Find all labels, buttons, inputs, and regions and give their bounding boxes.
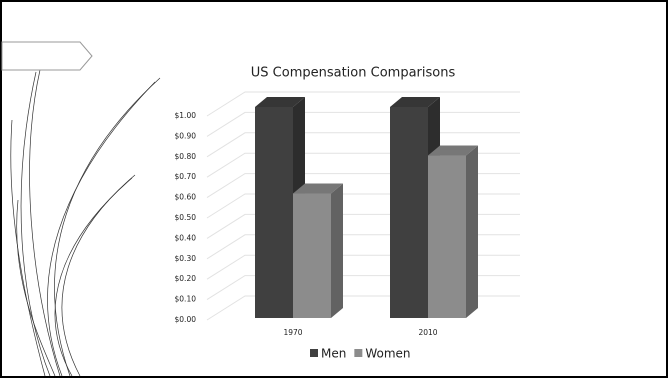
y-tick-label: $0.70 (175, 172, 197, 181)
y-tick-label: $0.60 (175, 193, 197, 202)
y-tick-label: $0.90 (175, 131, 197, 140)
grid-line (206, 91, 520, 117)
y-tick-label: $0.80 (175, 152, 197, 161)
bar (293, 193, 331, 318)
legend-label: Men (321, 347, 346, 361)
title-arrow (1, 41, 93, 71)
y-tick-label: $0.30 (175, 254, 197, 263)
bar-side (466, 145, 478, 318)
x-tick-label: 1970 (283, 328, 302, 337)
y-tick-label: $0.40 (175, 233, 197, 242)
bar-top (293, 183, 343, 194)
y-tick-label: $1.00 (175, 111, 197, 120)
bar-top (428, 145, 478, 156)
y-tick-label: $0.50 (175, 213, 197, 222)
bar-top (390, 97, 440, 107)
y-tick-label: $0.20 (175, 274, 197, 283)
y-tick-label: $0.10 (175, 295, 197, 304)
bar (428, 155, 466, 318)
legend-label: Women (365, 347, 410, 361)
bar-top (255, 97, 305, 107)
chart-title: US Compensation Comparisons (251, 66, 456, 81)
bar-side (331, 183, 343, 318)
x-tick-label: 2010 (418, 328, 437, 337)
bar (255, 107, 293, 318)
legend-swatch (354, 349, 363, 357)
legend-swatch (310, 349, 318, 357)
bar (390, 107, 428, 318)
y-tick-label: $0.00 (175, 315, 197, 324)
decorative-curves (10, 69, 161, 377)
